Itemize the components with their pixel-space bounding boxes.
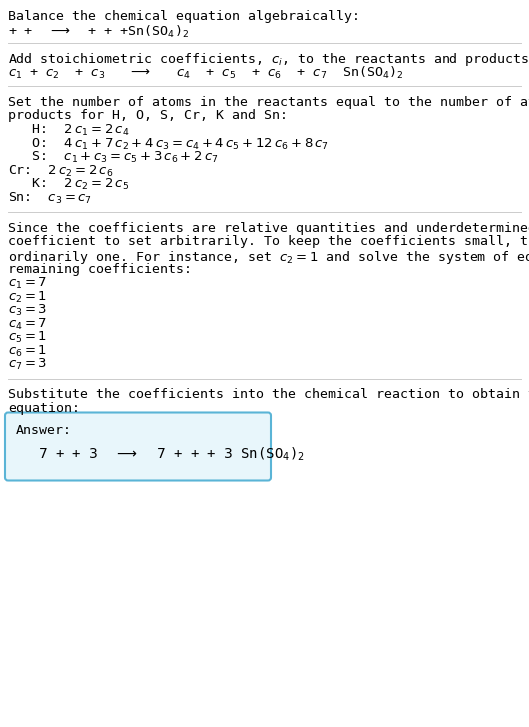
Text: Answer:: Answer:: [16, 424, 72, 436]
Text: $c_1$ + $c_2$  + $c_3$   $\longrightarrow$   $c_4$  + $c_5$  + $c_6$  + $c_7$  S: $c_1$ + $c_2$ + $c_3$ $\longrightarrow$ …: [8, 65, 404, 81]
Text: equation:: equation:: [8, 402, 80, 415]
Text: coefficient to set arbitrarily. To keep the coefficients small, the arbitrary va: coefficient to set arbitrarily. To keep …: [8, 236, 529, 249]
Text: Balance the chemical equation algebraically:: Balance the chemical equation algebraica…: [8, 10, 360, 23]
Text: $c_6 = 1$: $c_6 = 1$: [8, 343, 47, 358]
Text: Cr:  $2\,c_2 = 2\,c_6$: Cr: $2\,c_2 = 2\,c_6$: [8, 164, 113, 179]
Text: Sn:  $c_3 = c_7$: Sn: $c_3 = c_7$: [8, 190, 92, 206]
Text: $7$ + + $3$  $\longrightarrow$  $7$ + + + $3$ Sn(SO$_4$)$_2$: $7$ + + $3$ $\longrightarrow$ $7$ + + + …: [38, 446, 305, 463]
Text: $c_7 = 3$: $c_7 = 3$: [8, 357, 47, 372]
Text: K:  $2\,c_2 = 2\,c_5$: K: $2\,c_2 = 2\,c_5$: [16, 177, 129, 192]
Text: + +  $\longrightarrow$  + + +Sn(SO$_4$)$_2$: + + $\longrightarrow$ + + +Sn(SO$_4$)$_2…: [8, 23, 189, 39]
Text: products for H, O, S, Cr, K and Sn:: products for H, O, S, Cr, K and Sn:: [8, 110, 288, 123]
Text: ordinarily one. For instance, set $c_2 = 1$ and solve the system of equations fo: ordinarily one. For instance, set $c_2 =…: [8, 249, 529, 266]
Text: Since the coefficients are relative quantities and underdetermined, choose a: Since the coefficients are relative quan…: [8, 222, 529, 235]
Text: Set the number of atoms in the reactants equal to the number of atoms in the: Set the number of atoms in the reactants…: [8, 96, 529, 109]
Text: $c_3 = 3$: $c_3 = 3$: [8, 303, 47, 318]
Text: $c_2 = 1$: $c_2 = 1$: [8, 289, 47, 305]
Text: O:  $4\,c_1 + 7\,c_2 + 4\,c_3 = c_4 + 4\,c_5 + 12\,c_6 + 8\,c_7$: O: $4\,c_1 + 7\,c_2 + 4\,c_3 = c_4 + 4\,…: [16, 137, 329, 152]
Text: Substitute the coefficients into the chemical reaction to obtain the balanced: Substitute the coefficients into the che…: [8, 388, 529, 401]
Text: S:  $c_1 + c_3 = c_5 + 3\,c_6 + 2\,c_7$: S: $c_1 + c_3 = c_5 + 3\,c_6 + 2\,c_7$: [16, 150, 218, 165]
Text: $c_4 = 7$: $c_4 = 7$: [8, 316, 47, 332]
FancyBboxPatch shape: [5, 412, 271, 481]
Text: remaining coefficients:: remaining coefficients:: [8, 262, 192, 276]
Text: Add stoichiometric coefficients, $c_i$, to the reactants and products:: Add stoichiometric coefficients, $c_i$, …: [8, 51, 529, 68]
Text: $c_1 = 7$: $c_1 = 7$: [8, 276, 47, 291]
Text: H:  $2\,c_1 = 2\,c_4$: H: $2\,c_1 = 2\,c_4$: [16, 123, 130, 138]
Text: $c_5 = 1$: $c_5 = 1$: [8, 330, 47, 345]
